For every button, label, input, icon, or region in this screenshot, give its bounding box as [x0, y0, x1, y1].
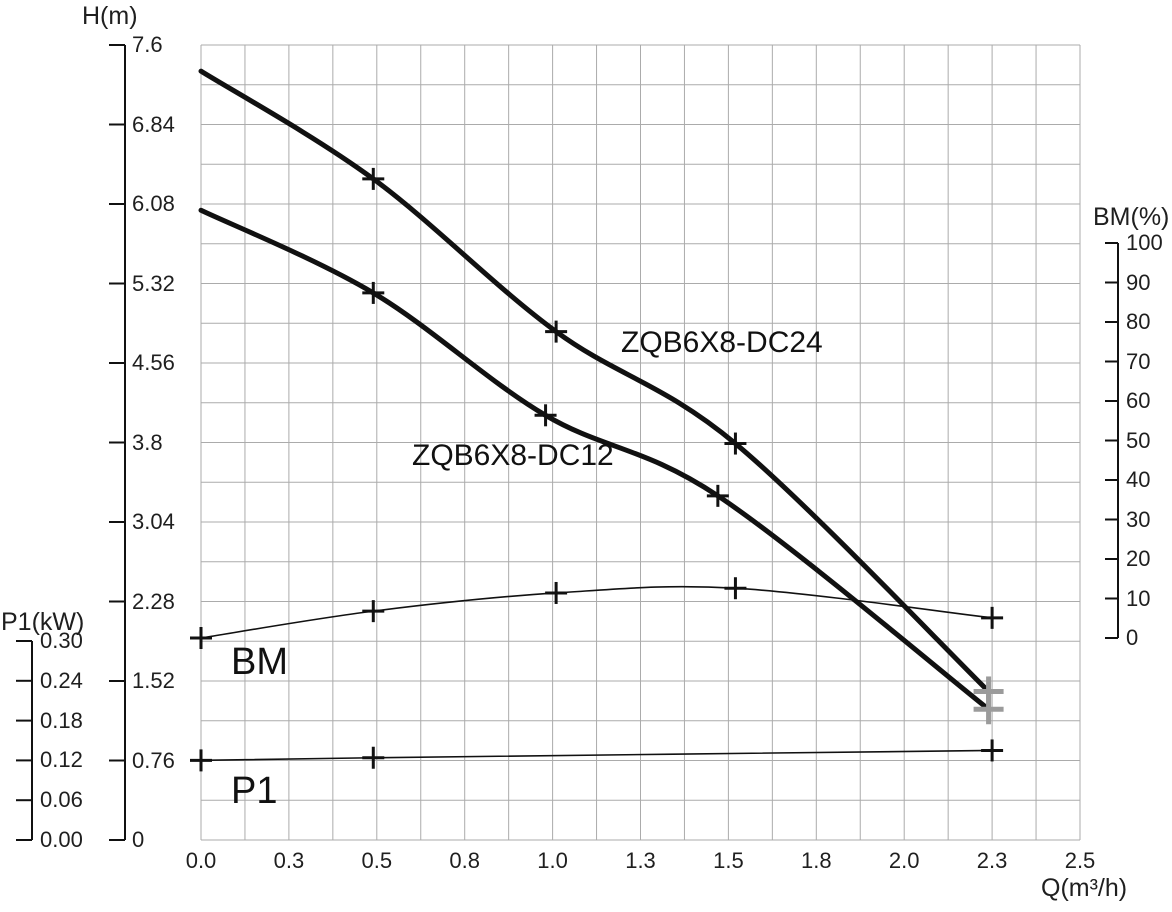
h-axis-tick-label: 7.6	[132, 32, 163, 57]
h-axis-tick-label: 6.08	[132, 191, 175, 216]
p1-axis-tick-label: 0.24	[40, 667, 83, 693]
p1-axis-tick-label: 0.06	[40, 787, 83, 813]
q-axis-tick-label: 1.3	[625, 848, 656, 873]
h-axis-tick-label: 6.84	[132, 111, 175, 137]
h-axis-tick-label: 0	[132, 827, 145, 852]
h-axis-tick-label: 1.52	[132, 668, 175, 693]
h-axis-tick-label: 3.04	[132, 509, 175, 534]
h-axis-tick-label: 4.56	[132, 350, 175, 375]
bm-axis-tick-label: 30	[1126, 506, 1151, 532]
curve-label-zqb6x8-dc12: ZQB6X8-DC12	[412, 439, 614, 472]
q-axis-tick-label: 0.5	[361, 848, 393, 873]
h-axis-tick-label: 3.8	[132, 429, 163, 455]
q-axis-title: Q(m³/h)	[1041, 874, 1128, 902]
h-axis-title: H(m)	[82, 2, 138, 30]
q-axis-tick-label: 0.0	[185, 848, 217, 873]
h-axis-tick-label: 2.28	[132, 588, 175, 614]
curve-label-zqb6x8-dc24: ZQB6X8-DC24	[621, 326, 823, 359]
curve-label-bm: BM	[231, 641, 288, 683]
q-axis-tick-label: 0.3	[273, 848, 305, 873]
h-axis-tick-label: 0.76	[132, 747, 175, 773]
q-axis-tick-label: 2.3	[976, 848, 1008, 873]
bm-axis-tick-label: 10	[1126, 585, 1151, 611]
q-axis-tick-label: 0.8	[449, 848, 480, 873]
bm-axis-tick-label: 40	[1126, 467, 1151, 492]
p1-axis-title: P1(kW)	[1, 608, 85, 636]
q-axis-tick-label: 2.0	[888, 848, 920, 873]
p1-axis-tick-label: 0.12	[40, 747, 83, 773]
p1-axis-tick-label: 0.18	[40, 707, 83, 733]
bm-axis-tick-label: 90	[1126, 269, 1151, 295]
bm-axis-tick-label: 20	[1126, 546, 1151, 571]
curve-zqb6x8-dc12	[198, 207, 992, 712]
q-axis-tick-label: 2.5	[1064, 848, 1096, 873]
bm-axis-tick-label: 0	[1126, 625, 1139, 650]
bm-axis-tick-label: 100	[1126, 230, 1163, 255]
q-axis-tick-label: 1.5	[713, 848, 744, 873]
curve-label-p1: P1	[231, 770, 278, 812]
bm-axis-tick-label: 70	[1126, 348, 1151, 374]
curve-zqb6x8-dc24	[198, 68, 992, 694]
curve-p1	[200, 749, 993, 762]
p1-axis-tick-label: 0.30	[40, 628, 83, 653]
bm-axis-tick-label: 80	[1126, 309, 1151, 334]
q-axis-tick-label: 1.8	[801, 848, 832, 873]
bm-axis-tick-label: 60	[1126, 388, 1151, 413]
h-axis-tick-label: 5.32	[132, 270, 175, 296]
q-axis-tick-label: 1.0	[537, 848, 568, 873]
bm-axis-title: BM(%)	[1093, 203, 1170, 231]
p1-axis-tick-label: 0.00	[40, 827, 83, 852]
bm-axis-tick-label: 50	[1126, 427, 1151, 453]
